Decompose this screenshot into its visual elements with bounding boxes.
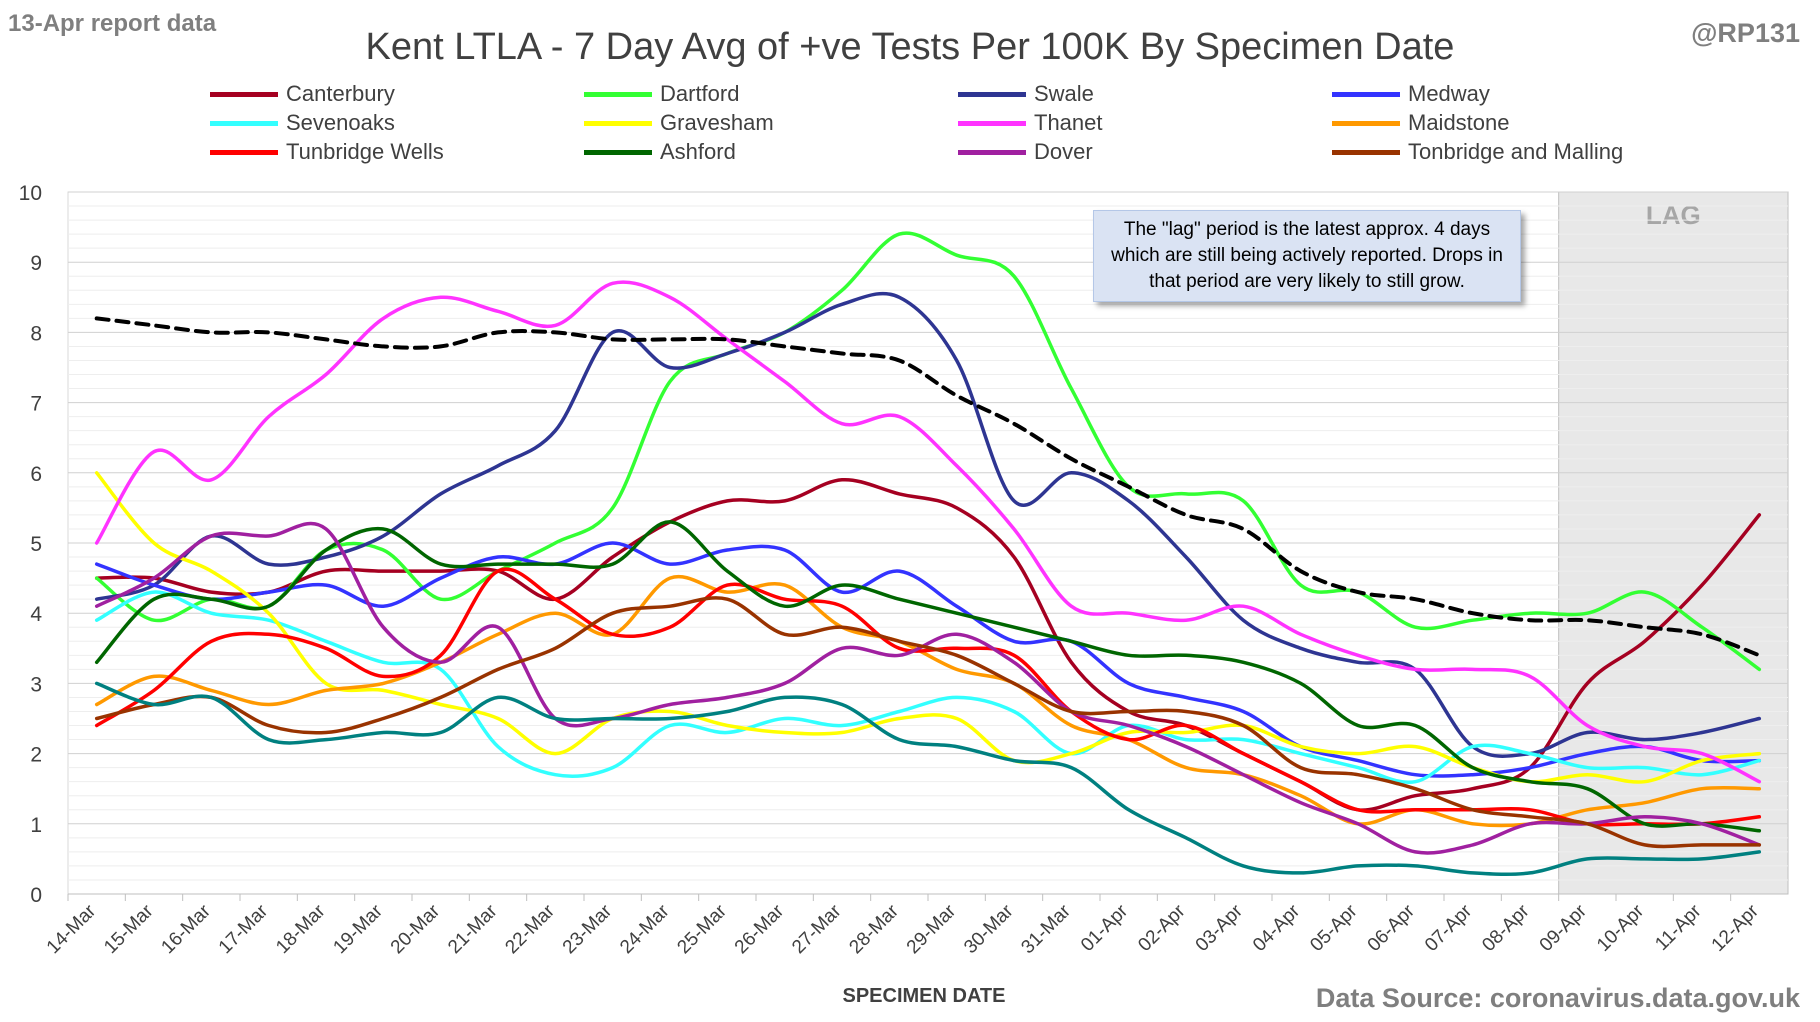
series-line-dartford — [94, 231, 1762, 672]
series-line-swale — [94, 291, 1762, 758]
x-tick-label: 02-Apr — [1134, 900, 1190, 956]
x-tick-label: 29-Mar — [903, 900, 961, 958]
chart-title: Kent LTLA - 7 Day Avg of +ve Tests Per 1… — [365, 26, 1455, 68]
x-tick-label: 09-Apr — [1536, 900, 1592, 956]
x-tick-label: 11-Apr — [1651, 900, 1706, 955]
series-line-tonbridge-and-malling — [94, 596, 1762, 849]
x-tick-label: 24-Mar — [616, 900, 674, 958]
legend-item-swale: Swale — [958, 80, 1094, 108]
series-line-sevenoaks — [94, 590, 1762, 785]
y-tick-label: 5 — [30, 533, 42, 556]
x-tick-label: 20-Mar — [387, 900, 445, 958]
legend-swatch — [1332, 149, 1400, 155]
legend-swatch — [958, 149, 1026, 155]
report-date-label: 13-Apr report data — [8, 10, 217, 37]
x-tick-label: 05-Apr — [1306, 900, 1362, 956]
chart-legend: Canterbury Dartford Swale Medway Sevenoaks Gr… — [210, 80, 1770, 170]
x-tick-label: 28-Mar — [845, 900, 903, 958]
legend-item-dover: Dover — [958, 138, 1093, 166]
legend-label: Sevenoaks — [286, 110, 395, 135]
x-tick-label: 26-Mar — [731, 900, 789, 958]
series-line-kent-average — [94, 316, 1762, 658]
x-tick-label: 04-Apr — [1249, 900, 1305, 956]
legend-item-canterbury: Canterbury — [210, 80, 395, 108]
legend-label: Dover — [1034, 139, 1093, 164]
x-tick-label: 06-Apr — [1364, 900, 1420, 956]
y-tick-label: 1 — [30, 814, 42, 837]
series-line-teal — [94, 681, 1762, 877]
y-tick-label: 10 — [19, 182, 42, 205]
legend-item-dartford: Dartford — [584, 80, 739, 108]
y-tick-label: 4 — [30, 603, 42, 626]
x-tick-label: 18-Mar — [272, 900, 330, 958]
x-tick-label: 22-Mar — [501, 900, 559, 958]
x-tick-label: 23-Mar — [559, 900, 617, 958]
y-tick-label: 9 — [30, 252, 42, 275]
x-tick-label: 07-Apr — [1421, 900, 1477, 956]
legend-label: Thanet — [1034, 110, 1103, 135]
x-tick-label: 03-Apr — [1192, 900, 1248, 956]
legend-swatch — [1332, 91, 1400, 97]
series-line-canterbury — [94, 478, 1762, 812]
x-tick-label: 31-Mar — [1017, 900, 1075, 958]
legend-item-gravesham: Gravesham — [584, 109, 774, 137]
legend-label: Maidstone — [1408, 110, 1510, 135]
x-tick-label: 14-Mar — [43, 900, 101, 958]
legend-item-tonbridge-and-malling: Tonbridge and Malling — [1332, 138, 1623, 166]
legend-item-thanet: Thanet — [958, 109, 1103, 137]
y-tick-label: 2 — [30, 744, 42, 767]
y-tick-label: 7 — [30, 393, 42, 416]
series-line-ashford — [94, 520, 1762, 833]
legend-swatch — [210, 120, 278, 126]
data-source: Data Source: coronavirus.data.gov.uk — [1315, 983, 1800, 1013]
legend-swatch — [584, 91, 652, 97]
legend-label: Swale — [1034, 81, 1094, 106]
x-tick-label: 25-Mar — [673, 900, 731, 958]
x-tick-label: 27-Mar — [788, 900, 846, 958]
x-tick-label: 08-Apr — [1478, 900, 1534, 956]
series-line-medway — [94, 541, 1762, 778]
legend-label: Ashford — [660, 139, 736, 164]
legend-item-sevenoaks: Sevenoaks — [210, 109, 395, 137]
legend-swatch — [210, 149, 278, 155]
legend-swatch — [584, 120, 652, 126]
legend-swatch — [1332, 120, 1400, 126]
x-tick-label: 30-Mar — [960, 900, 1018, 958]
legend-label: Tonbridge and Malling — [1408, 139, 1624, 164]
y-tick-label: 3 — [30, 673, 42, 696]
legend-label: Canterbury — [286, 81, 395, 106]
legend-label: Medway — [1408, 81, 1490, 106]
legend-label: Dartford — [660, 81, 740, 106]
x-tick-label: 01-Apr — [1077, 900, 1133, 956]
author-handle: @RP131 — [1691, 18, 1800, 48]
x-tick-label: 19-Mar — [329, 900, 387, 958]
x-tick-label: 10-Apr — [1593, 900, 1649, 956]
x-tick-label: 16-Mar — [157, 900, 215, 958]
legend-swatch — [584, 149, 652, 155]
legend-swatch — [210, 91, 278, 97]
x-tick-label: 17-Mar — [215, 900, 273, 958]
legend-item-tunbridge-wells: Tunbridge Wells — [210, 138, 444, 166]
legend-item-medway: Medway — [1332, 80, 1490, 108]
legend-item-maidstone: Maidstone — [1332, 109, 1510, 137]
y-tick-label: 6 — [30, 463, 42, 486]
legend-item-ashford: Ashford — [584, 138, 736, 166]
legend-label: Gravesham — [660, 110, 774, 135]
lag-label: LAG — [1646, 200, 1701, 230]
legend-label: Tunbridge Wells — [286, 139, 444, 164]
lag-note: The "lag" period is the latest approx. 4… — [1093, 210, 1521, 302]
x-tick-label: 15-Mar — [100, 900, 158, 958]
series-line-thanet — [94, 280, 1762, 784]
legend-swatch — [958, 91, 1026, 97]
x-tick-label: 21-Mar — [444, 900, 502, 958]
y-tick-label: 0 — [30, 884, 42, 907]
y-tick-label: 8 — [30, 322, 42, 345]
legend-swatch — [958, 120, 1026, 126]
x-tick-label: 12-Apr — [1708, 900, 1764, 956]
series-line-dover — [94, 521, 1762, 855]
x-axis-title: SPECIMEN DATE — [843, 985, 1006, 1007]
